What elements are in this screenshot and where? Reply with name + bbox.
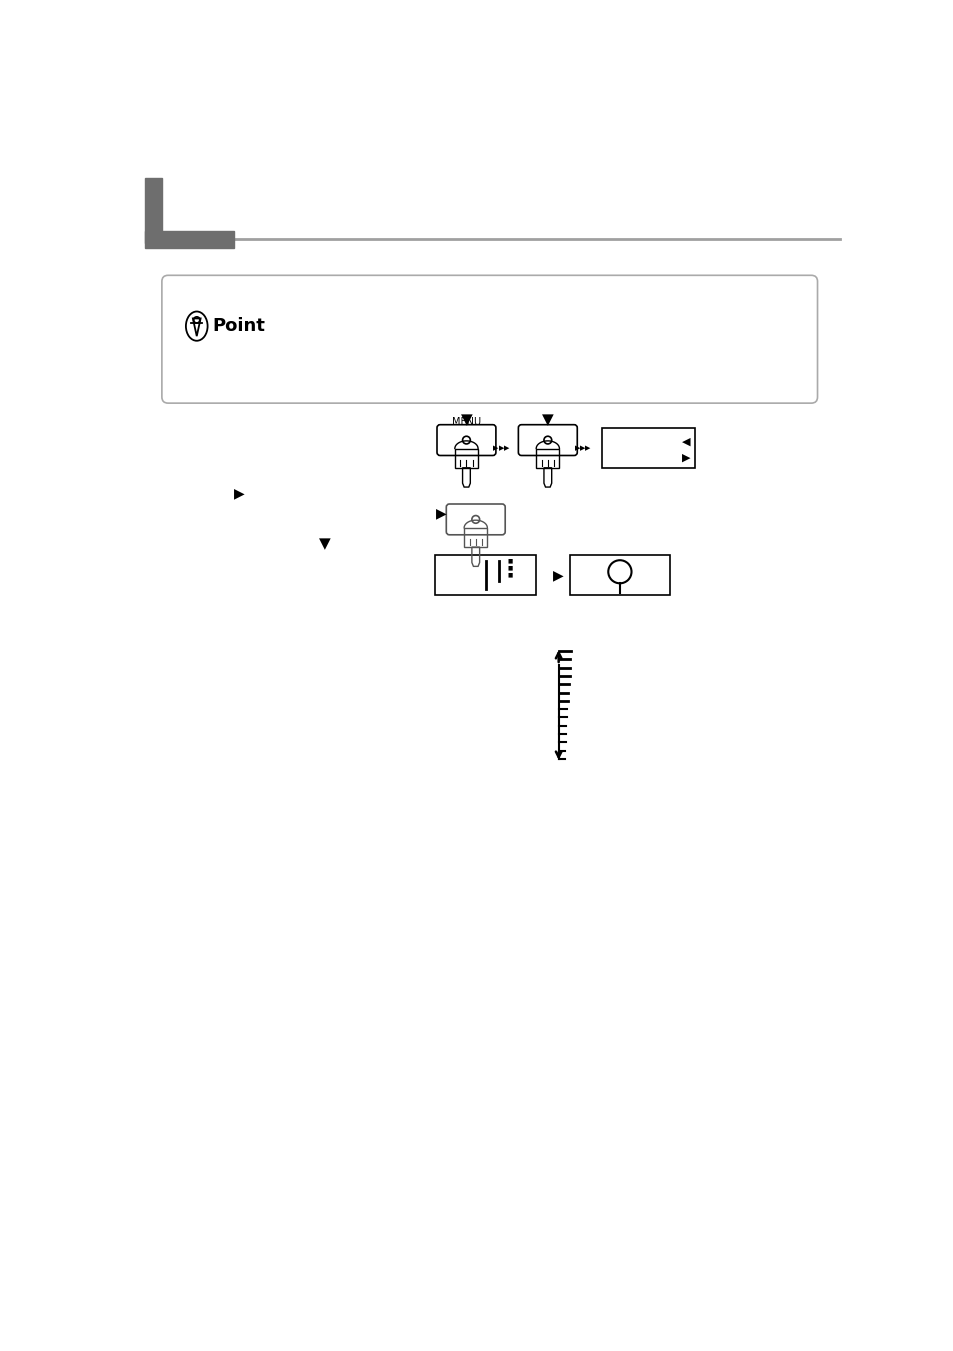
Bar	[601, 428, 695, 467]
Text: ▶: ▶	[680, 453, 689, 463]
Text: ▶: ▶	[579, 444, 585, 451]
Text: ■: ■	[507, 566, 513, 570]
Text: ▶: ▶	[493, 444, 498, 451]
Bar	[145, 177, 162, 243]
FancyBboxPatch shape	[517, 424, 577, 455]
FancyBboxPatch shape	[446, 504, 505, 535]
Text: ▶: ▶	[552, 567, 562, 582]
FancyBboxPatch shape	[162, 276, 817, 403]
Bar	[145, 231, 233, 247]
Text: ▶: ▶	[503, 444, 509, 451]
Text: ▶: ▶	[233, 486, 244, 500]
Bar	[569, 555, 670, 594]
Text: ◀: ◀	[680, 436, 689, 447]
Text: ▼: ▼	[318, 536, 330, 551]
FancyBboxPatch shape	[436, 424, 496, 455]
Text: ▶: ▶	[498, 444, 503, 451]
Text: ■: ■	[507, 573, 513, 577]
Text: ▼: ▼	[541, 412, 553, 427]
Text: ■: ■	[507, 558, 513, 563]
Text: ▶: ▶	[574, 444, 579, 451]
Bar	[435, 555, 536, 594]
Text: ▼: ▼	[460, 412, 472, 427]
Text: MENU: MENU	[452, 416, 480, 427]
Text: Point: Point	[212, 317, 265, 335]
Text: ▶: ▶	[585, 444, 590, 451]
Text: ▶: ▶	[436, 507, 446, 520]
